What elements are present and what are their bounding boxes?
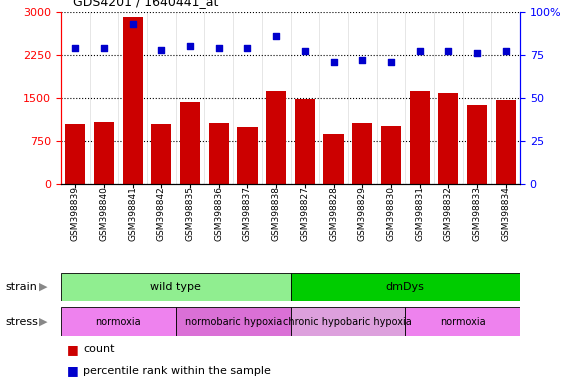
Text: chronic hypobaric hypoxia: chronic hypobaric hypoxia <box>284 316 413 327</box>
Text: ■: ■ <box>67 343 78 356</box>
Bar <box>175 307 290 336</box>
Point <box>128 20 137 27</box>
Point <box>214 45 224 51</box>
Point <box>271 33 281 39</box>
Text: GSM398841: GSM398841 <box>128 186 137 241</box>
Text: ▶: ▶ <box>40 282 48 292</box>
Text: GDS4201 / 1640441_at: GDS4201 / 1640441_at <box>73 0 218 8</box>
Bar <box>123 17 143 184</box>
Bar <box>61 307 175 336</box>
Point <box>472 50 482 56</box>
Bar <box>406 307 520 336</box>
Point <box>501 48 510 55</box>
Point <box>444 48 453 55</box>
Point <box>386 58 396 65</box>
Bar <box>152 124 171 184</box>
Text: GSM398827: GSM398827 <box>300 186 309 241</box>
Text: GSM398829: GSM398829 <box>358 186 367 241</box>
Text: GSM398839: GSM398839 <box>71 186 80 241</box>
Text: GSM398836: GSM398836 <box>214 186 223 241</box>
Bar <box>496 100 516 184</box>
Bar <box>61 273 290 301</box>
Bar <box>65 124 85 184</box>
Point <box>357 57 367 63</box>
Bar <box>290 273 520 301</box>
Bar <box>381 126 401 184</box>
Point <box>185 43 195 49</box>
Text: GSM398842: GSM398842 <box>157 186 166 241</box>
Point <box>71 45 80 51</box>
Text: GSM398834: GSM398834 <box>501 186 510 241</box>
Text: normobaric hypoxia: normobaric hypoxia <box>185 316 282 327</box>
Text: dmDys: dmDys <box>386 282 425 292</box>
Bar <box>352 123 372 184</box>
Text: GSM398835: GSM398835 <box>185 186 195 241</box>
Bar <box>438 93 458 184</box>
Text: GSM398831: GSM398831 <box>415 186 424 241</box>
Point <box>99 45 109 51</box>
Text: wild type: wild type <box>150 282 201 292</box>
Text: ■: ■ <box>67 364 78 377</box>
Bar <box>467 105 487 184</box>
Bar <box>295 99 315 184</box>
Text: count: count <box>83 344 114 354</box>
Text: GSM398837: GSM398837 <box>243 186 252 241</box>
Bar <box>209 123 229 184</box>
Text: GSM398840: GSM398840 <box>99 186 109 241</box>
Text: normoxia: normoxia <box>95 316 141 327</box>
Text: GSM398832: GSM398832 <box>444 186 453 241</box>
Text: normoxia: normoxia <box>440 316 486 327</box>
Text: GSM398830: GSM398830 <box>386 186 396 241</box>
Point <box>415 48 424 55</box>
Point <box>329 58 338 65</box>
Bar <box>238 127 257 184</box>
Text: GSM398833: GSM398833 <box>472 186 482 241</box>
Bar <box>180 102 200 184</box>
Text: percentile rank within the sample: percentile rank within the sample <box>83 366 271 376</box>
Bar <box>410 91 429 184</box>
Text: GSM398838: GSM398838 <box>272 186 281 241</box>
Point <box>243 45 252 51</box>
Text: GSM398828: GSM398828 <box>329 186 338 241</box>
Point <box>157 46 166 53</box>
Bar <box>290 307 406 336</box>
Bar <box>94 122 114 184</box>
Text: stress: stress <box>6 316 39 327</box>
Point <box>300 48 310 55</box>
Text: ▶: ▶ <box>40 316 48 327</box>
Bar <box>324 134 343 184</box>
Bar <box>266 91 286 184</box>
Text: strain: strain <box>6 282 38 292</box>
